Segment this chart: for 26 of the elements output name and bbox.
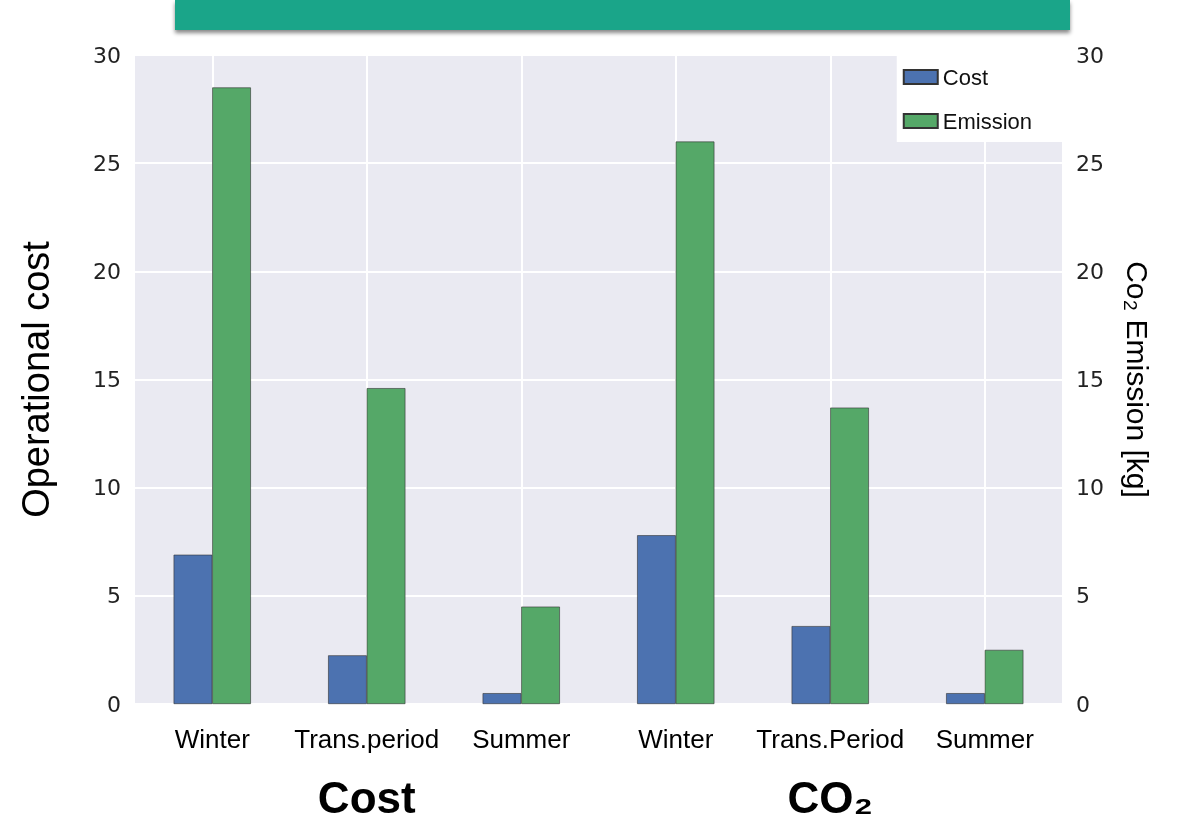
y2-tick-label: 30: [1076, 42, 1104, 68]
text: CO₂: [787, 772, 874, 822]
y-axis-title: Operational cost: [15, 240, 57, 518]
y-tick-label: 0: [107, 691, 121, 717]
y2-tick-label: 10: [1076, 475, 1104, 501]
x-tick-label: Summer: [472, 724, 571, 754]
y2-tick-label: 5: [1076, 583, 1090, 609]
y2-tick-label: 25: [1076, 150, 1104, 176]
y-tick-label: 25: [93, 150, 121, 176]
y2-tick-label: 15: [1076, 367, 1104, 392]
x-tick-label: Winter: [638, 724, 714, 754]
x-tick-label: Summer: [935, 724, 1035, 754]
y-tick-label: 30: [93, 42, 121, 68]
y2-axis-title: Co₂ Emission [kg]: [1120, 261, 1154, 498]
y-tick-label: 5: [107, 583, 121, 609]
x-tick-label: Trans.Period: [756, 724, 905, 754]
y-tick-label: 20: [93, 258, 121, 284]
y-tick-label: 10: [93, 475, 121, 501]
y2-tick-label: 20: [1076, 258, 1104, 284]
x-tick-label: Trans.period: [294, 724, 440, 754]
y-tick-label: 15: [93, 367, 121, 392]
y2-tick-label: 0: [1076, 691, 1090, 717]
x-tick-label: Winter: [174, 724, 251, 754]
text: Cost: [317, 772, 416, 822]
legend-label: Emission: [942, 108, 1032, 134]
legend-label: Cost: [942, 64, 988, 90]
